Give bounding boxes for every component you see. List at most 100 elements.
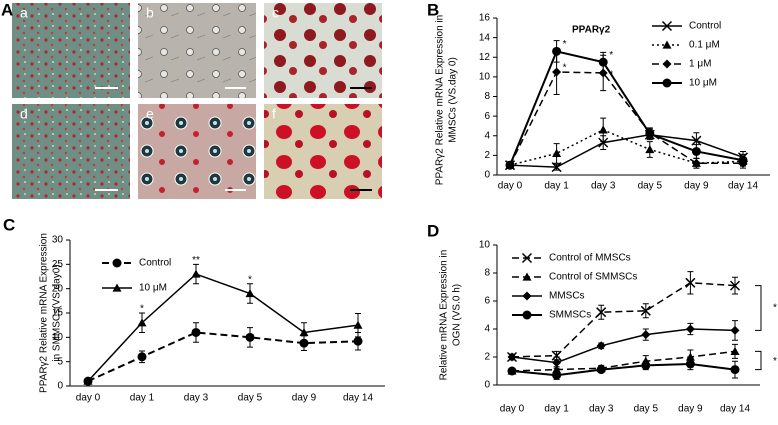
y-tick-label: 10 <box>479 72 491 83</box>
series-line <box>509 129 744 166</box>
marker <box>641 360 651 370</box>
y-tick-label: 2 <box>484 352 490 363</box>
y-tick-label: 2 <box>484 150 490 161</box>
x-tick-label: day 14 <box>728 181 758 192</box>
marker <box>730 365 740 375</box>
marker <box>598 125 608 134</box>
marker <box>245 332 255 342</box>
image-label: d <box>20 106 28 122</box>
x-tick-label: day 14 <box>720 404 750 415</box>
significance-bracket <box>755 285 762 331</box>
marker <box>729 280 741 291</box>
marker <box>685 359 695 369</box>
y-tick-label: 0 <box>57 381 63 392</box>
marker <box>507 366 517 376</box>
x-tick-label: day 0 <box>500 404 525 415</box>
marker <box>507 352 517 362</box>
marker <box>596 307 607 318</box>
micrograph <box>138 104 256 199</box>
x-tick-label: day 0 <box>76 393 101 404</box>
x-tick-label: day 3 <box>591 181 616 192</box>
marker <box>245 289 255 298</box>
annotation: * <box>773 303 777 314</box>
image-label: b <box>146 5 154 21</box>
marker <box>685 277 696 288</box>
legend-label: SMMSCs <box>549 310 591 321</box>
marker <box>685 324 695 334</box>
marker <box>83 376 93 385</box>
series-line <box>511 350 736 372</box>
series-line <box>511 362 736 377</box>
marker <box>552 358 562 368</box>
y-tick-label: 0 <box>484 170 490 181</box>
x-tick-label: day 5 <box>638 181 663 192</box>
series-line <box>511 328 736 364</box>
x-tick-label: day 14 <box>343 393 373 404</box>
marker <box>299 338 309 348</box>
marker <box>598 68 608 78</box>
marker <box>596 365 606 375</box>
legend-marker <box>112 258 122 268</box>
y-tick-label: 6 <box>484 296 490 307</box>
marker <box>641 330 651 340</box>
y-tick-label: 10 <box>479 240 491 251</box>
marker <box>137 318 147 327</box>
image-label: e <box>146 106 154 122</box>
legend-label: Control of SMMSCs <box>549 272 637 283</box>
marker <box>730 325 740 335</box>
marker <box>137 352 147 362</box>
marker <box>598 57 608 67</box>
y-tick-label: 30 <box>52 235 64 246</box>
legend-label: 10 μM <box>689 78 717 89</box>
y-axis-label: Relative mRNA Expression in <box>439 250 450 381</box>
significance-bracket <box>755 350 762 371</box>
legend-label: MMSCs <box>549 291 585 302</box>
x-tick-label: day 5 <box>238 393 263 404</box>
marker <box>730 346 740 355</box>
marker <box>191 269 201 278</box>
marker <box>645 144 655 154</box>
micrograph <box>264 104 382 199</box>
x-tick-label: day 9 <box>684 181 709 192</box>
x-tick-label: day 9 <box>678 404 703 415</box>
y-axis-label: PPARγ2 Relative mRNA Expression in <box>435 15 446 185</box>
x-tick-label: day 1 <box>130 393 155 404</box>
legend-marker <box>521 252 533 264</box>
series-line <box>509 134 744 168</box>
legend-label: 1 μM <box>689 59 711 70</box>
chart-title: PPARγ2 <box>572 25 611 36</box>
marker <box>691 146 701 156</box>
panel-label: D <box>427 221 439 240</box>
micrograph <box>264 3 382 98</box>
y-axis-label: in SMMSCs(VS.day0) <box>52 264 63 361</box>
y-axis-label: OGN (VS.0 h) <box>452 284 463 346</box>
marker <box>552 148 562 158</box>
legend-marker <box>662 59 672 69</box>
micrograph <box>12 104 130 199</box>
y-tick-label: 6 <box>484 111 490 122</box>
series-line <box>87 331 359 383</box>
marker <box>598 137 609 148</box>
x-tick-label: day 5 <box>634 404 659 415</box>
chart: 0 5 10 15 20 25 30 day 0 day 1 day 3 day 5 day 9 day… <box>39 233 385 404</box>
marker <box>552 67 562 77</box>
legend-marker <box>662 40 672 49</box>
annotation: * <box>609 70 613 81</box>
micrographs: a b c d e f <box>12 3 382 199</box>
image-label: a <box>20 5 28 21</box>
legend-marker <box>522 272 532 281</box>
marker <box>691 135 702 146</box>
annotation: * <box>563 39 567 50</box>
series-line <box>509 50 744 166</box>
legend-marker <box>662 78 672 88</box>
marker <box>552 46 562 56</box>
legend-label: Control <box>139 258 171 269</box>
y-tick-label: 12 <box>479 52 491 63</box>
y-tick-label: 5 <box>57 356 63 367</box>
marker <box>353 336 363 346</box>
x-tick-label: day 1 <box>544 404 569 415</box>
chart: 0 2 4 6 8 10 day 0 day 1 day 3 day 5 day 9 day 14 Re… <box>439 240 777 415</box>
legend-marker <box>522 291 532 301</box>
y-tick-label: 4 <box>484 324 490 335</box>
y-tick-label: 0 <box>484 380 490 391</box>
